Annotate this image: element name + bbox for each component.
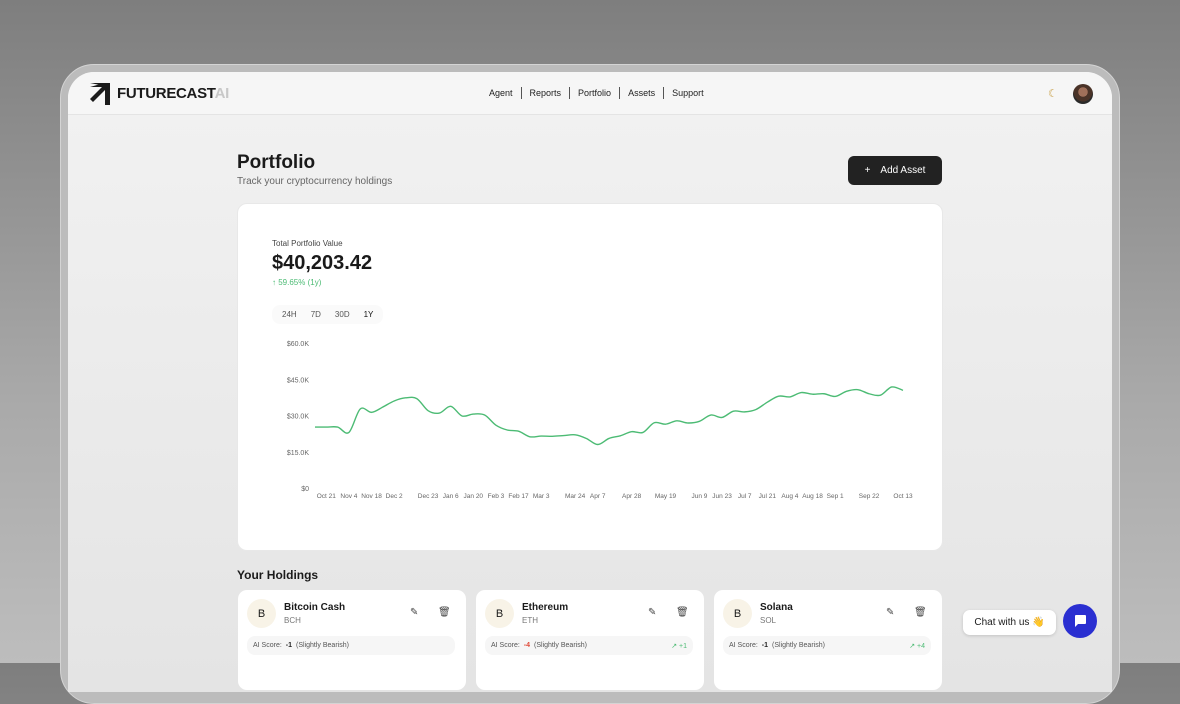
y-tick-label: $30.0K	[287, 414, 310, 421]
x-tick-label: Mar 3	[533, 493, 550, 500]
ai-score-value: -1	[286, 642, 292, 649]
add-asset-label: Add Asset	[880, 165, 925, 176]
y-tick-label: $60.0K	[287, 341, 310, 348]
x-tick-label: Mar 24	[565, 493, 586, 500]
main-nav: Agent Reports Portfolio Assets Support	[481, 87, 712, 99]
x-tick-label: Jul 21	[759, 493, 777, 500]
y-tick-label: $15.0K	[287, 450, 310, 457]
top-header: FUTURECASTAI Agent Reports Portfolio Ass…	[68, 72, 1112, 115]
chat-with-us-label[interactable]: Chat with us 👋	[963, 610, 1056, 635]
x-tick-label: Oct 13	[893, 493, 913, 500]
portfolio-value-line	[315, 387, 903, 445]
coin-symbol: ETH	[522, 616, 538, 625]
x-tick-label: Aug 4	[781, 493, 798, 500]
score-trend: ↗ +4	[909, 642, 925, 650]
x-tick-label: Jul 7	[738, 493, 752, 500]
x-tick-label: Aug 18	[802, 493, 823, 500]
coin-name: Bitcoin Cash	[284, 602, 345, 613]
holdings-title: Your Holdings	[237, 568, 318, 582]
nav-portfolio[interactable]: Portfolio	[569, 87, 619, 99]
plus-icon: +	[865, 165, 871, 176]
ai-score-value: -4	[524, 642, 530, 649]
x-tick-label: Feb 17	[508, 493, 529, 500]
x-tick-label: Apr 7	[590, 493, 606, 500]
x-tick-label: Feb 3	[488, 493, 505, 500]
x-tick-label: Jan 20	[464, 493, 484, 500]
x-tick-label: Jan 6	[443, 493, 459, 500]
x-tick-label: Sep 1	[827, 493, 844, 500]
page-title: Portfolio	[237, 152, 315, 174]
holding-card: B Solana SOL ✎ 🗑 AI Score: -1 (Slightly …	[714, 590, 942, 690]
logo-arrow-icon	[89, 81, 111, 105]
ai-score-label: AI Score:	[253, 642, 282, 649]
holding-card: B Ethereum ETH ✎ 🗑 AI Score: -4 (Slightl…	[476, 590, 704, 690]
x-tick-label: Sep 22	[859, 493, 880, 500]
logo-text: FUTURECAST	[117, 85, 215, 102]
page-subtitle: Track your cryptocurrency holdings	[237, 176, 392, 187]
coin-icon: B	[247, 599, 276, 628]
x-tick-label: May 19	[655, 493, 677, 500]
trash-icon[interactable]: 🗑	[438, 607, 451, 618]
x-tick-label: Jun 9	[692, 493, 708, 500]
ai-sentiment: (Slightly Bearish)	[296, 642, 349, 649]
ai-sentiment: (Slightly Bearish)	[772, 642, 825, 649]
ai-score-bar: AI Score: -4 (Slightly Bearish) ↗ +1	[485, 636, 693, 655]
coin-symbol: BCH	[284, 616, 301, 625]
coin-icon: B	[723, 599, 752, 628]
trash-icon[interactable]: 🗑	[914, 607, 927, 618]
nav-agent[interactable]: Agent	[481, 87, 521, 99]
logo-suffix: AI	[215, 85, 229, 102]
holding-card: B Bitcoin Cash BCH ✎ 🗑 AI Score: -1 (Sli…	[238, 590, 466, 690]
edit-icon[interactable]: ✎	[886, 607, 894, 618]
portfolio-chart-card: Total Portfolio Value $40,203.42 ↑ 59.65…	[237, 203, 943, 551]
app-screen: FUTURECASTAI Agent Reports Portfolio Ass…	[68, 72, 1112, 692]
x-tick-label: Apr 28	[622, 493, 642, 500]
ai-score-bar: AI Score: -1 (Slightly Bearish)	[247, 636, 455, 655]
coin-name: Ethereum	[522, 602, 568, 613]
ai-score-label: AI Score:	[729, 642, 758, 649]
y-tick-label: $45.0K	[287, 377, 310, 384]
nav-reports[interactable]: Reports	[521, 87, 570, 99]
coin-name: Solana	[760, 602, 793, 613]
chat-button[interactable]	[1063, 604, 1097, 638]
coin-symbol: SOL	[760, 616, 776, 625]
y-tick-label: $0	[301, 486, 309, 493]
x-tick-label: Dec 23	[418, 493, 439, 500]
x-tick-label: Jun 23	[712, 493, 732, 500]
nav-support[interactable]: Support	[663, 87, 712, 99]
trash-icon[interactable]: 🗑	[676, 607, 689, 618]
edit-icon[interactable]: ✎	[648, 607, 656, 618]
x-tick-label: Nov 4	[340, 493, 357, 500]
ai-sentiment: (Slightly Bearish)	[534, 642, 587, 649]
logo[interactable]: FUTURECASTAI	[89, 81, 229, 105]
nav-assets[interactable]: Assets	[619, 87, 663, 99]
edit-icon[interactable]: ✎	[410, 607, 418, 618]
avatar[interactable]	[1073, 84, 1093, 104]
ai-score-label: AI Score:	[491, 642, 520, 649]
coin-icon: B	[485, 599, 514, 628]
x-tick-label: Dec 2	[386, 493, 403, 500]
ai-score-bar: AI Score: -1 (Slightly Bearish) ↗ +4	[723, 636, 931, 655]
x-tick-label: Oct 21	[317, 493, 337, 500]
chat-bubble-icon	[1073, 614, 1087, 628]
x-tick-label: Nov 18	[361, 493, 382, 500]
ai-score-value: -1	[762, 642, 768, 649]
score-trend: ↗ +1	[671, 642, 687, 650]
add-asset-button[interactable]: + Add Asset	[848, 156, 942, 185]
moon-icon[interactable]: ☾	[1048, 87, 1058, 100]
